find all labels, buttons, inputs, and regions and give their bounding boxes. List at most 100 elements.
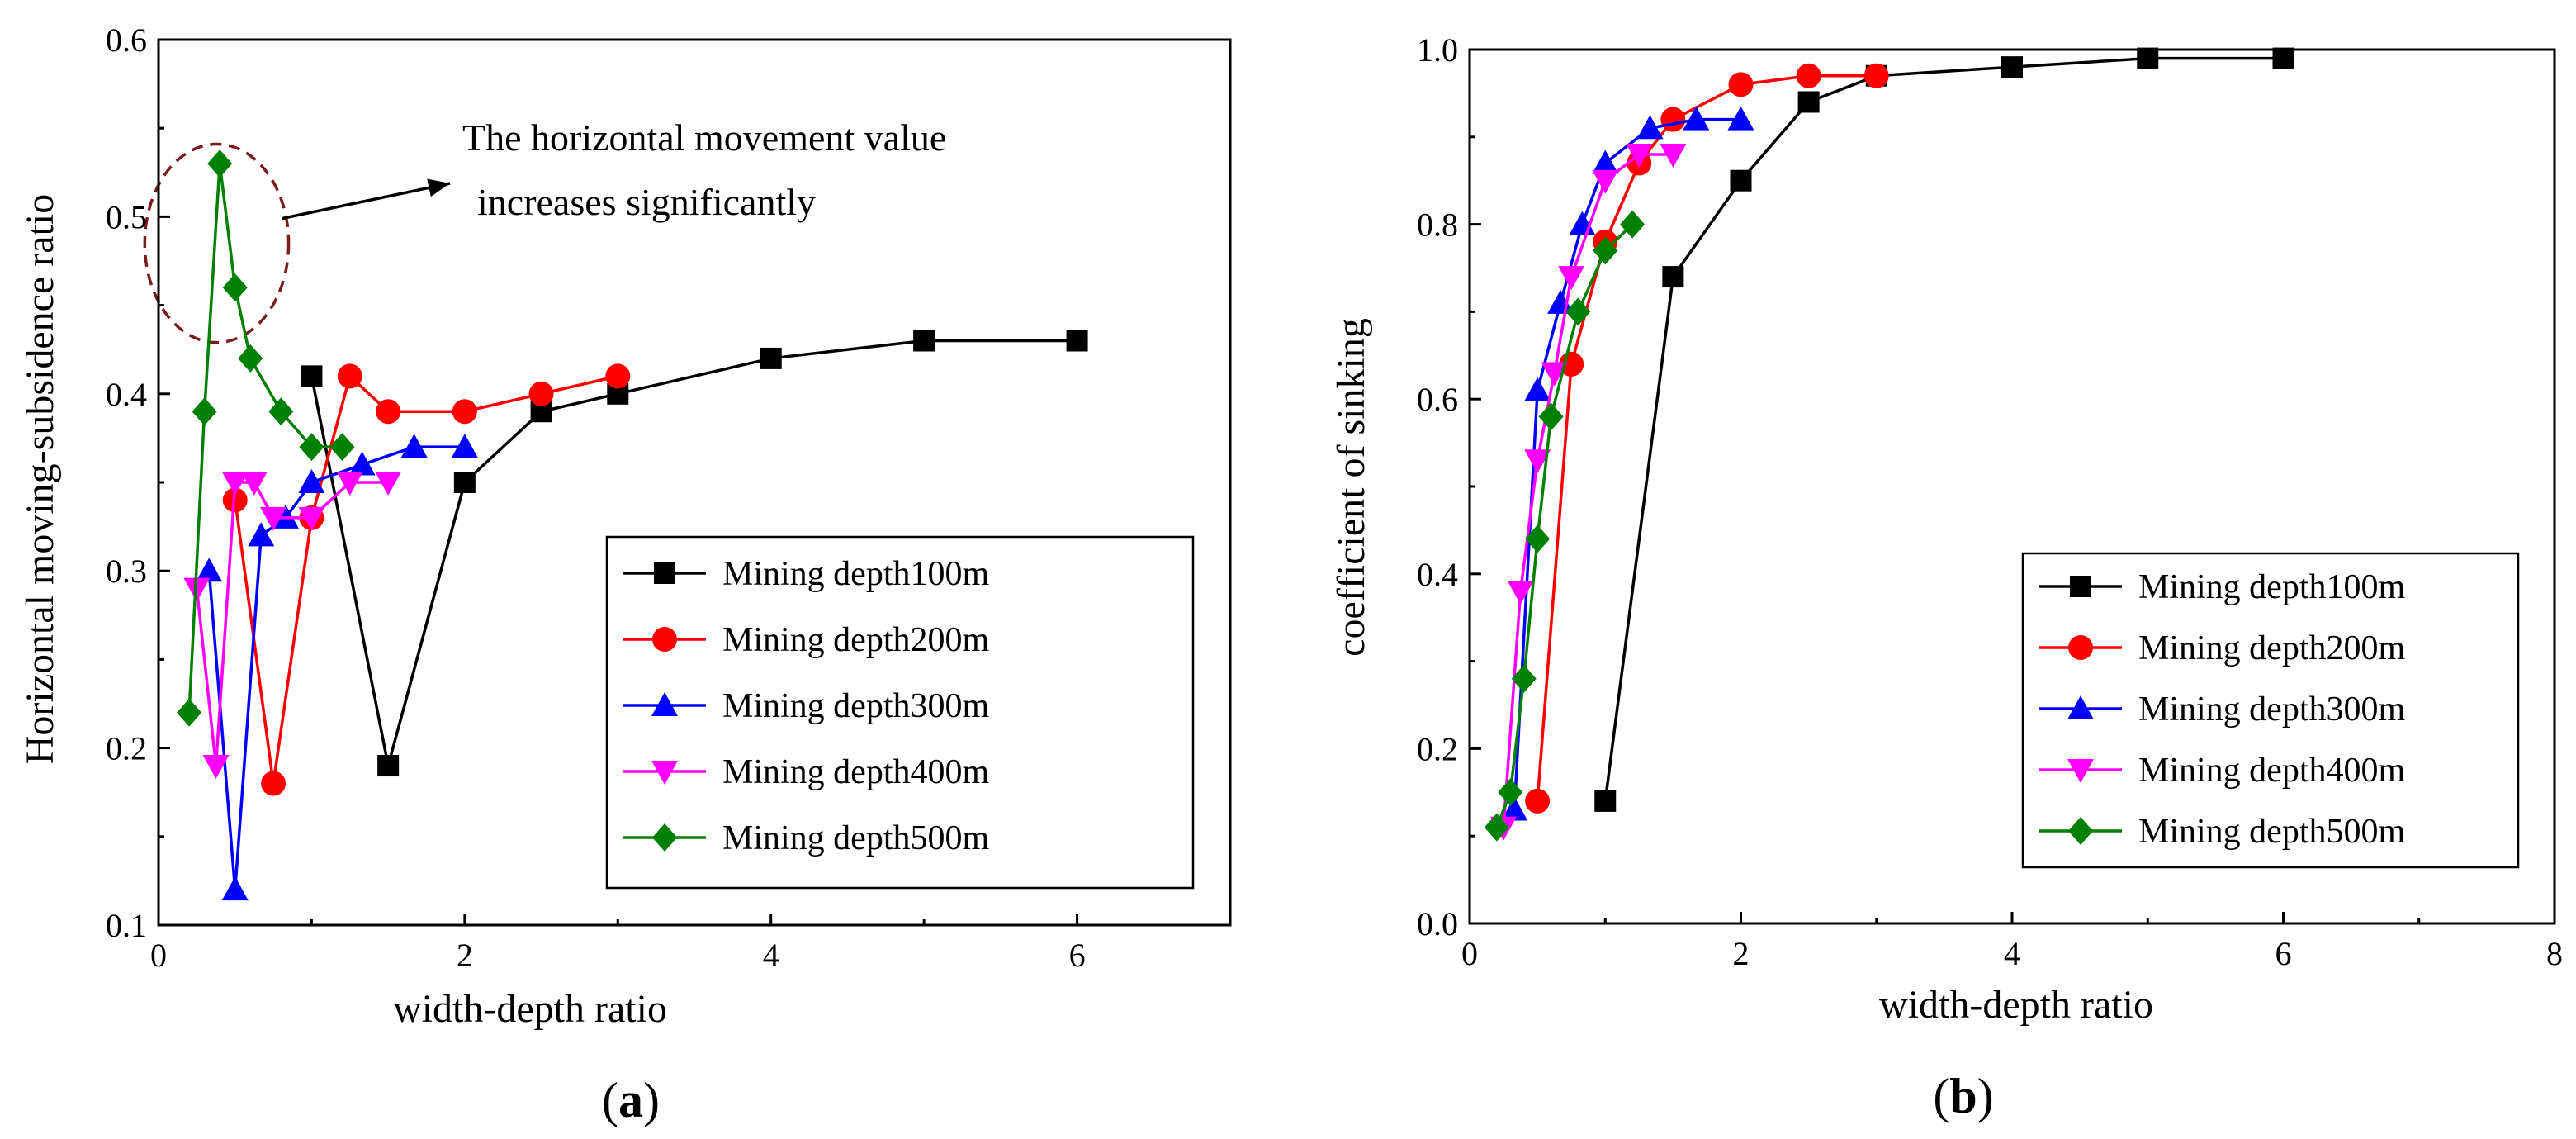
- annotation-a: The horizontal movement value increases …: [143, 116, 946, 344]
- legend-label: Mining depth100m: [2138, 568, 2405, 606]
- legend-entry: Mining depth500m: [623, 819, 989, 857]
- data-point: [240, 472, 268, 496]
- legend-label: Mining depth300m: [722, 687, 989, 725]
- y-tick-label: 0.2: [106, 730, 147, 767]
- data-point: [348, 451, 376, 476]
- data-point: [1728, 72, 1754, 97]
- legend-b: Mining depth100m Mining depth200m Mining d…: [2021, 552, 2520, 869]
- data-point: [2137, 47, 2159, 69]
- annotation-line-1: The horizontal movement value: [462, 116, 946, 159]
- series-mining-depth300m: [1501, 106, 1754, 821]
- legend-entry: Mining depth400m: [2039, 752, 2405, 790]
- legend-marker: [654, 562, 675, 584]
- series-mining-depth200m: [1525, 63, 1889, 814]
- legend-marker: [652, 823, 677, 852]
- legend-entry: Mining depth200m: [2039, 629, 2405, 667]
- legend-marker: [2068, 635, 2093, 660]
- data-point: [248, 522, 275, 547]
- legend-label: Mining depth500m: [2138, 813, 2405, 851]
- data-point: [299, 433, 324, 462]
- x-axis-title-b: width-depth ratio: [1879, 983, 2153, 1027]
- chart-panel-a: Horizontal moving-subsidence ratio width…: [18, 21, 1232, 1127]
- data-point: [298, 469, 325, 493]
- data-point: [222, 273, 248, 302]
- data-point: [1565, 297, 1591, 326]
- y-tick-label: 0.2: [1417, 730, 1458, 767]
- legend-label: Mining depth200m: [2138, 629, 2405, 667]
- data-point: [1727, 106, 1754, 131]
- x-tick-label: 0: [1461, 935, 1478, 972]
- data-point: [1594, 790, 1617, 812]
- annotation-line-2: increases significantly: [477, 181, 816, 223]
- data-point: [2272, 47, 2294, 69]
- data-point: [1660, 143, 1687, 168]
- data-point: [207, 149, 233, 178]
- data-point: [1797, 91, 1820, 113]
- annotation-ellipse: [143, 142, 291, 344]
- data-point: [1662, 266, 1684, 288]
- legend-label: Mining depth500m: [722, 819, 989, 857]
- y-axis-title-b: coefficient of sinking: [1329, 318, 1373, 657]
- data-point: [261, 771, 286, 796]
- data-point: [1796, 63, 1821, 88]
- x-tick-label: 4: [2004, 935, 2020, 972]
- series-mining-depth500m: [1484, 210, 1646, 842]
- x-tick-label: 2: [457, 937, 473, 974]
- legend-entry: Mining depth200m: [623, 621, 989, 659]
- data-point: [221, 876, 249, 901]
- data-point: [400, 434, 428, 458]
- x-tick-label: 2: [1733, 935, 1750, 972]
- panel-label-b: (b): [1933, 1069, 1993, 1123]
- data-point: [605, 363, 631, 389]
- legend-a: Mining depth100m Mining depth200m Mining d…: [605, 535, 1195, 890]
- legend-entry: Mining depth100m: [623, 555, 989, 593]
- data-point: [268, 397, 294, 426]
- data-point: [453, 472, 476, 493]
- data-point: [1484, 813, 1509, 842]
- data-point: [329, 433, 355, 462]
- series-mining-depth500m: [177, 149, 355, 727]
- data-point: [1498, 778, 1523, 807]
- legend-label: Mining depth300m: [2138, 691, 2405, 728]
- data-point: [196, 558, 223, 582]
- x-tick-label: 6: [2275, 935, 2292, 972]
- legend-box: [605, 535, 1195, 890]
- series-mining-depth300m: [196, 434, 478, 901]
- data-point: [528, 381, 554, 406]
- data-point: [337, 363, 362, 389]
- series-line: [1502, 153, 1674, 828]
- y-tick-label: 0.1: [106, 907, 147, 944]
- x-tick-label: 6: [1069, 937, 1086, 974]
- y-tick-label: 0.8: [1417, 206, 1458, 244]
- data-point: [1541, 362, 1568, 387]
- y-tick-label: 0.6: [1417, 381, 1458, 418]
- data-point: [1524, 377, 1551, 401]
- data-point: [1538, 402, 1564, 431]
- data-point: [1730, 169, 1752, 192]
- data-point: [1511, 664, 1537, 693]
- legend-marker: [2067, 695, 2094, 719]
- data-point: [221, 472, 249, 496]
- data-point: [377, 755, 400, 777]
- y-tick-label: 0.3: [106, 553, 147, 590]
- data-point: [1592, 169, 1619, 194]
- data-point: [1525, 524, 1551, 553]
- legend-label: Mining depth200m: [722, 621, 989, 659]
- y-tick-label: 0.4: [106, 376, 147, 413]
- data-point: [375, 472, 402, 496]
- legend-marker: [651, 761, 678, 785]
- panel-label-a: (a): [602, 1073, 660, 1127]
- data-point: [1626, 143, 1653, 168]
- legend-entry: Mining depth500m: [2039, 813, 2405, 851]
- data-point: [2001, 56, 2023, 78]
- data-point: [1525, 788, 1551, 814]
- data-point: [260, 506, 287, 531]
- chart-panel-b: coefficient of sinking width-depth ratio…: [1329, 31, 2563, 1123]
- legend-label: Mining depth400m: [2138, 752, 2405, 790]
- y-tick-label: 0.5: [106, 198, 147, 235]
- series-line: [195, 481, 389, 766]
- data-point: [376, 399, 401, 425]
- legend-entry: Mining depth400m: [623, 753, 989, 791]
- y-tick-label: 1.0: [1417, 31, 1458, 69]
